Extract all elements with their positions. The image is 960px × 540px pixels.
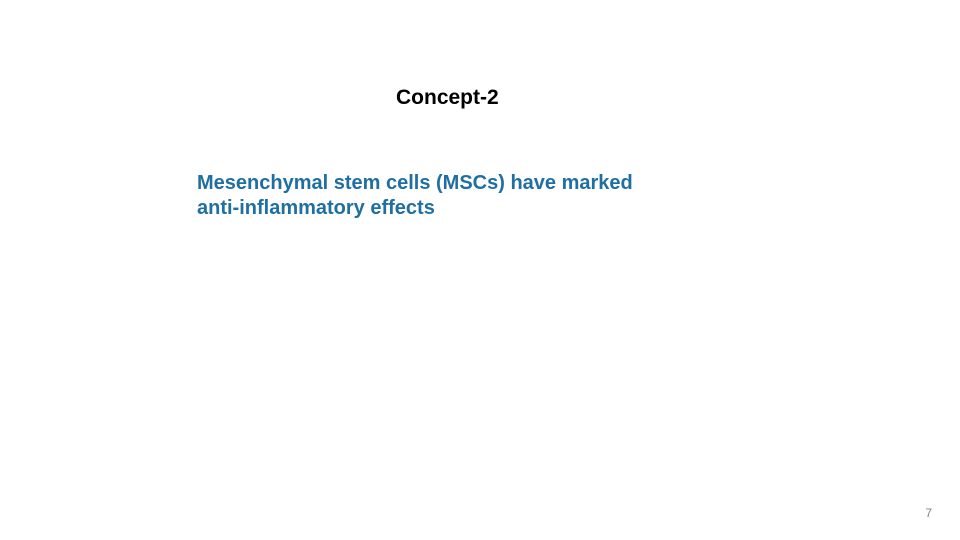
body-line-1: Mesenchymal stem cells (MSCs) have marke… — [197, 172, 633, 194]
slide-body: Mesenchymal stem cells (MSCs) have marke… — [197, 171, 633, 221]
body-line-2: anti-inflammatory effects — [197, 197, 435, 219]
title-text: Concept-2 — [396, 86, 499, 109]
slide-container: Concept-2 Mesenchymal stem cells (MSCs) … — [0, 0, 960, 540]
slide-title: Concept-2 — [396, 86, 499, 110]
page-number-text: 7 — [925, 506, 932, 520]
page-number: 7 — [925, 506, 932, 520]
